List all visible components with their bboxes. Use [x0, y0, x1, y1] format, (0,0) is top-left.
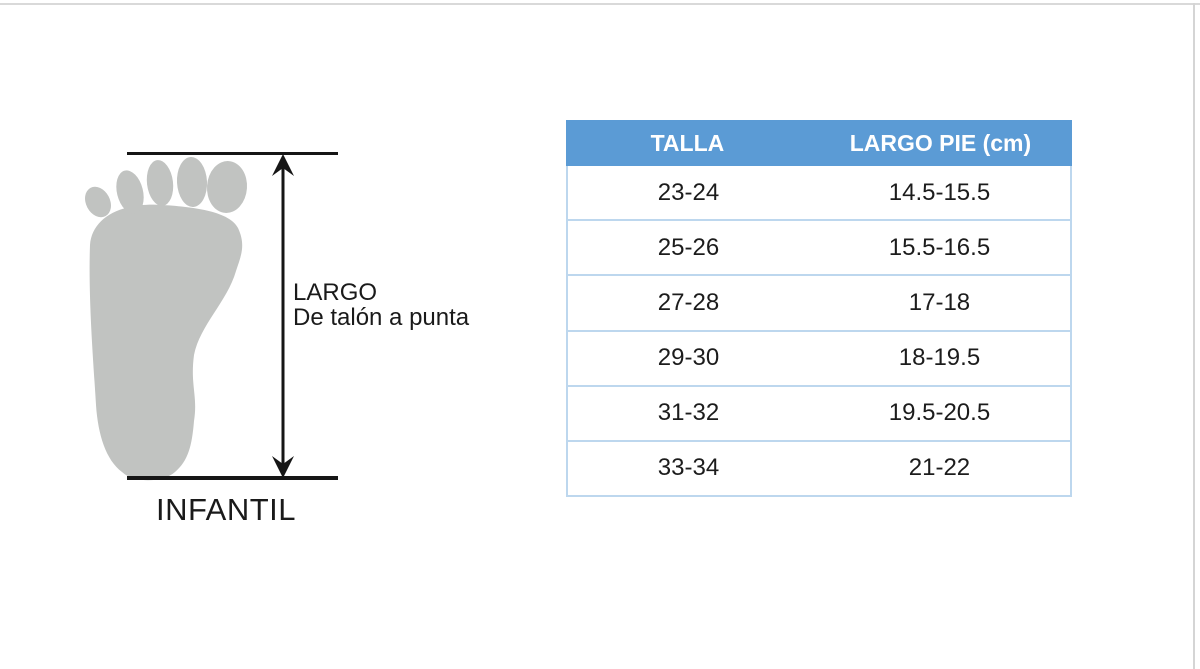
measure-label-line1: LARGO	[293, 279, 378, 306]
talla-cell: 29-30	[657, 344, 720, 372]
top-frame-line	[0, 3, 1200, 5]
table-row: 23-24 14.5-15.5	[568, 166, 1070, 222]
talla-cell: 31-32	[657, 399, 720, 427]
largo-cell: 15.5-16.5	[888, 233, 991, 261]
table-row: 27-28 17-18	[568, 276, 1070, 332]
heel-reference-line	[127, 476, 338, 480]
table-row: 25-26 15.5-16.5	[568, 221, 1070, 277]
table-row: 31-32 19.5-20.5	[568, 387, 1070, 442]
right-frame-line	[1193, 3, 1195, 669]
size-table: TALLA LARGO PIE (cm) 23-24 14.5-15.5 25-…	[566, 120, 1072, 497]
toe-reference-line	[127, 152, 338, 155]
largo-cell: 14.5-15.5	[888, 178, 991, 206]
size-table-body: 23-24 14.5-15.5 25-26 15.5-16.5 27-28 17…	[566, 166, 1072, 497]
diagram-caption: INFANTIL	[155, 492, 297, 527]
length-arrow-icon	[272, 154, 294, 478]
table-row: 29-30 18-19.5	[568, 332, 1070, 387]
measure-label: LARGO De talón a punta	[293, 280, 469, 330]
largo-cell: 18-19.5	[898, 344, 981, 372]
talla-cell: 33-34	[657, 454, 720, 482]
measure-label-line2: De talón a punta	[293, 304, 470, 331]
largo-cell: 17-18	[908, 288, 971, 316]
footprint-icon	[85, 157, 248, 481]
largo-cell: 19.5-20.5	[888, 399, 991, 427]
column-header-largo-pie: LARGO PIE (cm)	[849, 129, 1032, 156]
column-header-talla: TALLA	[650, 129, 725, 156]
talla-cell: 27-28	[657, 288, 720, 316]
largo-cell: 21-22	[908, 454, 971, 482]
talla-cell: 25-26	[657, 233, 720, 261]
size-table-header: TALLA LARGO PIE (cm)	[566, 120, 1072, 166]
talla-cell: 23-24	[657, 178, 720, 206]
table-row: 33-34 21-22	[568, 442, 1070, 495]
